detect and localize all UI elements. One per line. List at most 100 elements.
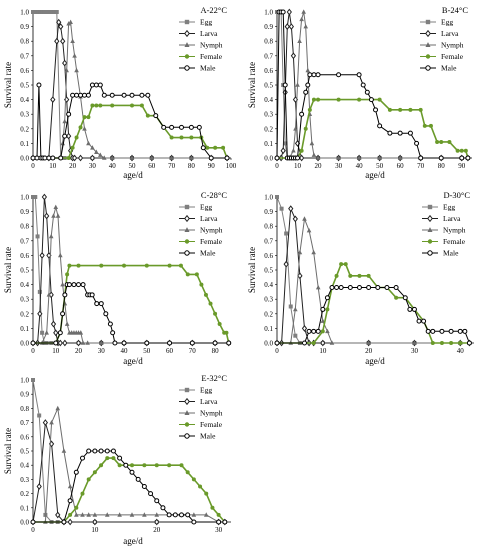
data-point <box>85 340 90 345</box>
data-point <box>58 252 63 258</box>
data-point <box>301 340 307 346</box>
data-point <box>78 125 83 130</box>
data-point <box>54 10 59 14</box>
data-point <box>339 262 344 267</box>
legend-item-larva: Larva <box>422 214 461 223</box>
data-point <box>144 263 149 268</box>
data-point <box>292 215 298 223</box>
data-point <box>70 38 75 43</box>
data-point <box>112 340 118 346</box>
data-point <box>311 328 317 334</box>
legend-item-nymph: Nymph <box>179 409 223 418</box>
data-point <box>203 512 209 517</box>
y-tick-label: 0.4 <box>20 281 29 289</box>
series-line <box>277 208 470 344</box>
legend-label: Egg <box>200 18 212 27</box>
data-point <box>44 330 49 335</box>
data-point <box>129 512 135 517</box>
data-point <box>418 155 424 161</box>
legend-marker <box>184 227 190 232</box>
data-point <box>179 135 184 140</box>
data-point <box>109 92 115 98</box>
x-tick-label: 20 <box>69 162 77 170</box>
data-point <box>324 295 330 301</box>
y-tick-label: 1.0 <box>264 194 273 202</box>
data-point <box>373 107 379 113</box>
series-male <box>274 285 472 346</box>
data-point <box>348 273 353 278</box>
data-point <box>465 155 471 161</box>
x-tick-label: 0 <box>31 162 35 170</box>
panel-label: E-32°C <box>201 373 227 383</box>
legend-marker <box>184 433 190 439</box>
data-point <box>94 149 99 154</box>
legend-label: Larva <box>441 29 459 38</box>
data-point <box>439 139 444 144</box>
data-point <box>172 512 178 518</box>
data-point <box>49 420 54 425</box>
y-tick-label: 0.6 <box>20 252 29 260</box>
y-tick-label: 0.8 <box>20 38 29 46</box>
data-point <box>98 103 103 108</box>
legend-marker <box>427 239 433 244</box>
data-point <box>199 282 204 287</box>
data-point <box>31 378 35 382</box>
data-point <box>74 505 79 510</box>
y-tick-label: 0.5 <box>20 267 29 275</box>
data-point <box>216 512 221 517</box>
y-tick-label: 0.5 <box>20 82 29 90</box>
data-point <box>169 135 174 140</box>
data-point <box>30 519 36 525</box>
data-point <box>305 82 311 88</box>
legend-item-female: Female <box>179 52 223 61</box>
data-point <box>129 92 135 98</box>
data-point <box>145 113 150 118</box>
data-point <box>149 155 155 160</box>
series-larva <box>30 419 228 526</box>
data-point <box>200 145 206 151</box>
data-point <box>213 145 218 150</box>
data-point <box>448 328 454 334</box>
data-point <box>430 341 435 345</box>
data-point <box>334 285 340 291</box>
legend-marker <box>425 29 431 38</box>
data-point <box>53 329 59 337</box>
data-point <box>153 113 159 119</box>
y-tick-label: 0.1 <box>20 325 29 333</box>
y-tick-label: 0.3 <box>20 111 29 119</box>
data-point <box>397 130 403 136</box>
data-point <box>315 328 321 334</box>
data-point <box>70 92 76 98</box>
data-point <box>55 511 61 519</box>
data-point <box>325 307 330 312</box>
data-point <box>110 103 115 108</box>
data-point <box>459 155 465 161</box>
legend-marker <box>184 397 190 406</box>
data-point <box>210 505 215 510</box>
data-point <box>30 155 36 161</box>
legend-label: Egg <box>441 18 453 27</box>
x-tick-label: 40 <box>109 162 117 170</box>
data-point <box>62 59 68 67</box>
data-point <box>447 139 452 144</box>
x-tick-label: 70 <box>417 162 425 170</box>
data-point <box>288 23 294 31</box>
x-axis-label: age/d <box>365 356 385 366</box>
data-point <box>397 155 403 160</box>
data-point <box>56 18 62 26</box>
y-tick-label: 0.5 <box>20 448 29 456</box>
data-point <box>141 484 147 489</box>
data-point <box>167 263 172 268</box>
legend-marker <box>184 239 190 244</box>
legend-item-larva: Larva <box>420 29 459 38</box>
data-point <box>189 155 194 160</box>
y-tick-label: 0.7 <box>264 52 273 60</box>
data-point <box>306 328 312 334</box>
data-point <box>347 285 353 291</box>
data-point <box>299 111 305 117</box>
data-point <box>66 282 72 288</box>
x-axis-label: age/d <box>123 536 143 546</box>
data-point <box>35 234 40 239</box>
data-point <box>204 491 209 496</box>
data-point <box>70 145 75 150</box>
